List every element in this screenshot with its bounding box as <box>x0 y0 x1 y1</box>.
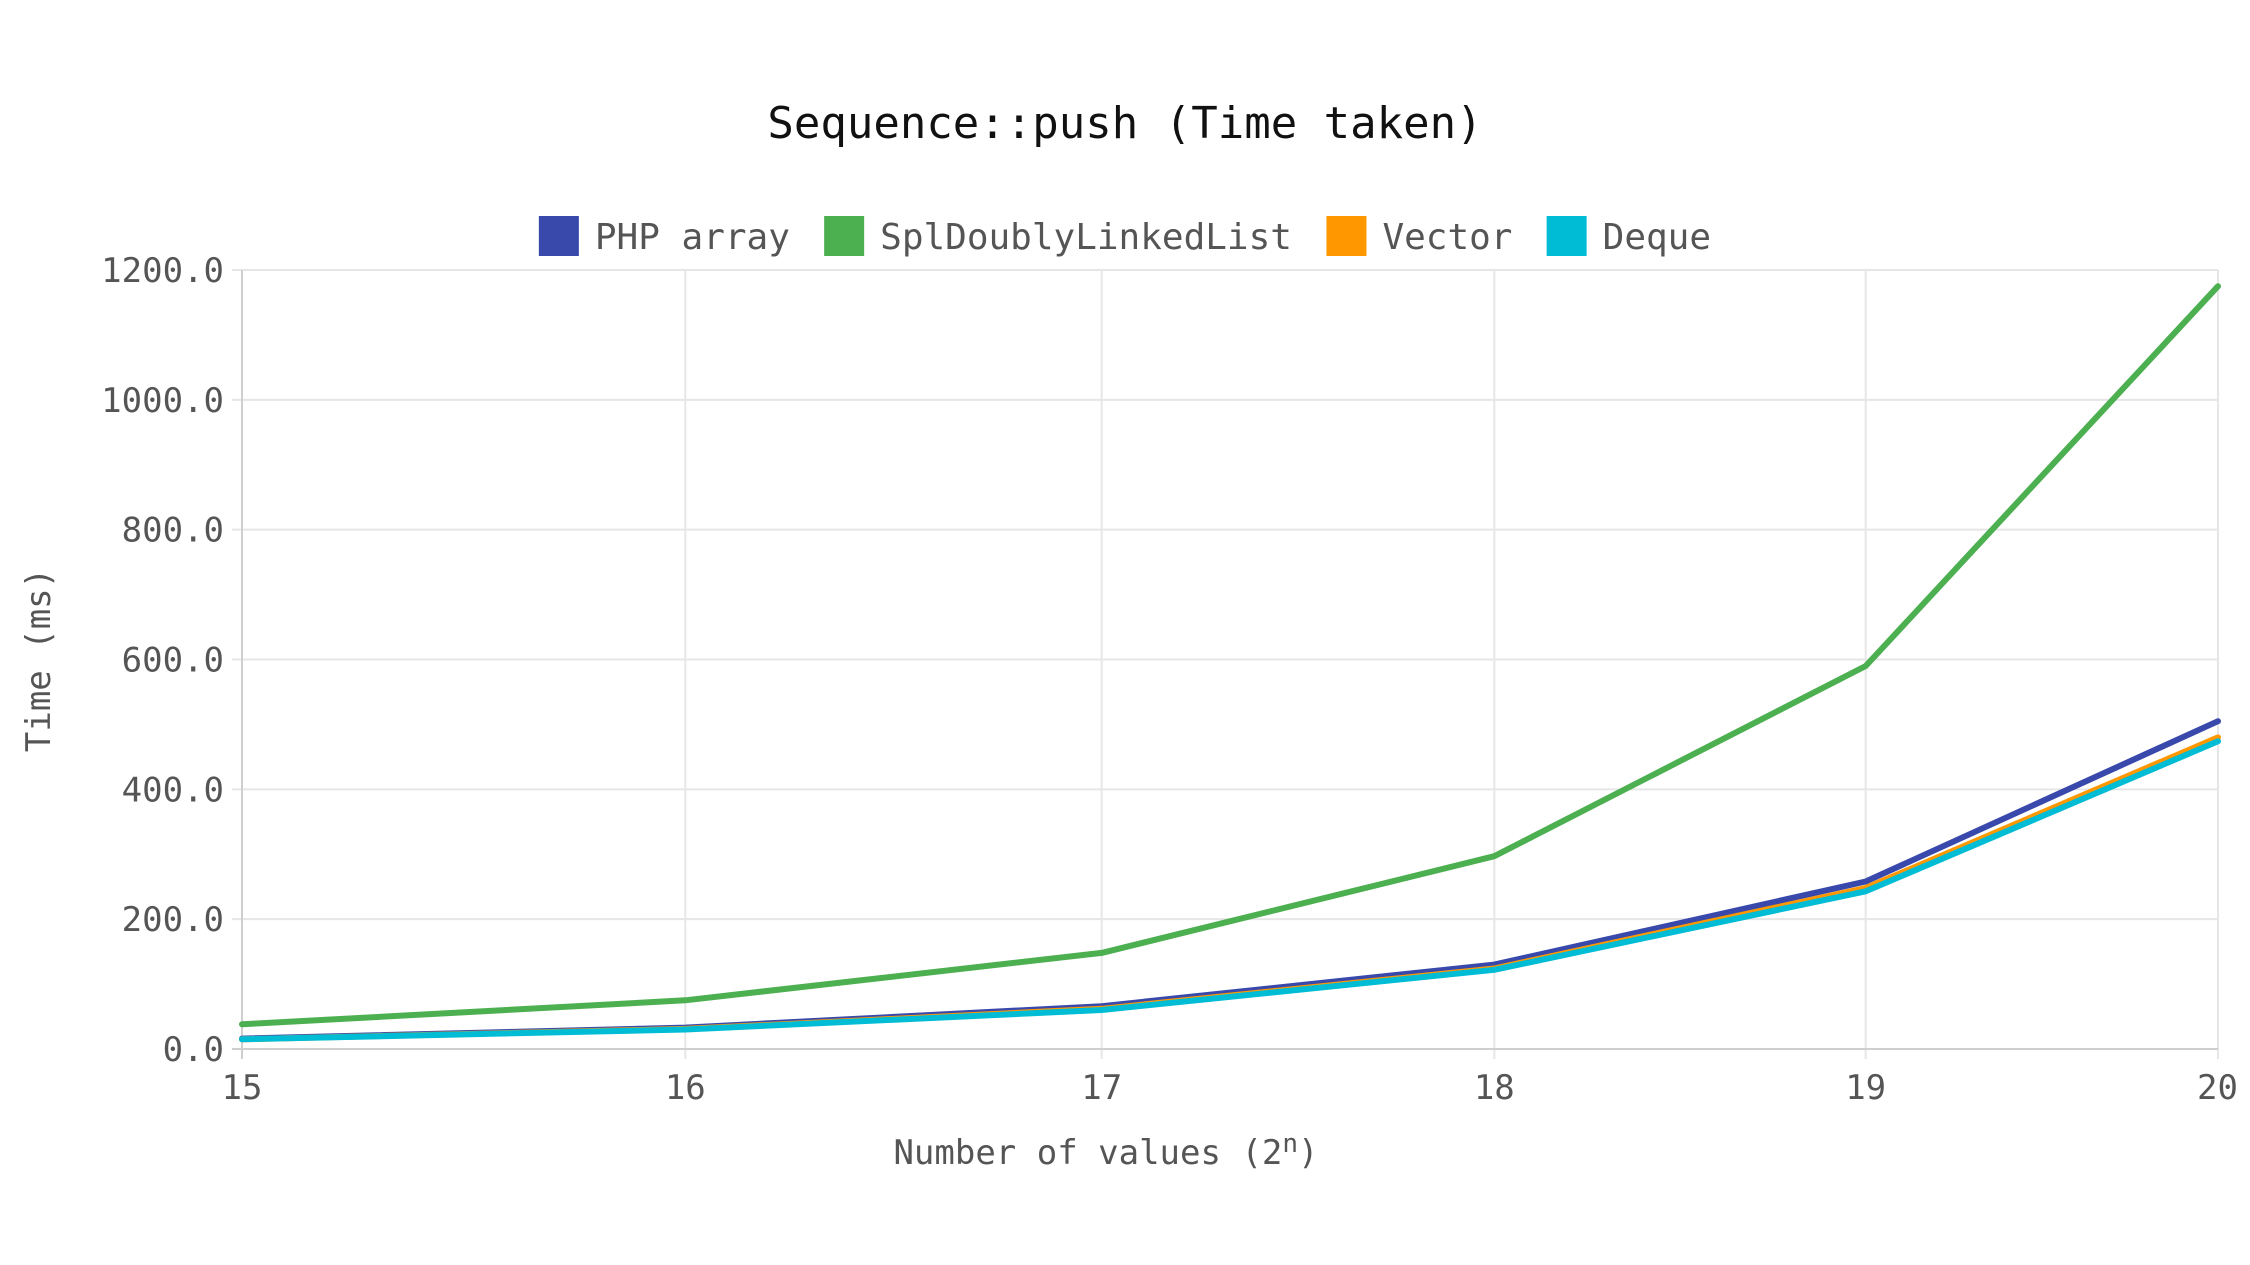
legend-label: Deque <box>1603 217 1711 258</box>
legend-item-spldoublylinkedlist[interactable]: SplDoublyLinkedList <box>824 216 1292 258</box>
x-axis-label-close: ) <box>1298 1133 1318 1173</box>
legend-item-deque[interactable]: Deque <box>1546 216 1711 258</box>
series-lines <box>239 283 2221 1043</box>
legend-item-php-array[interactable]: PHP array <box>538 216 790 258</box>
y-tick-label: 1200.0 <box>101 251 224 291</box>
x-axis-label: Number of values (2n) <box>893 1129 1318 1173</box>
series-line-php-array <box>239 718 2221 1042</box>
x-tick-label: 15 <box>222 1068 263 1108</box>
chart-title: Sequence::push (Time taken) <box>767 98 1482 149</box>
axes <box>232 270 2218 1059</box>
x-axis-ticks: 15 16 17 18 19 20 <box>222 1068 2238 1108</box>
y-tick-label: 600.0 <box>122 641 224 681</box>
x-axis-label-superscript: n <box>1282 1129 1298 1159</box>
legend: PHP array SplDoublyLinkedList Vector Deque <box>538 216 1711 258</box>
grid <box>232 269 2219 1059</box>
series-line-deque <box>239 738 2221 1043</box>
legend-label: SplDoublyLinkedList <box>880 217 1292 258</box>
x-tick-label: 18 <box>1474 1068 1515 1108</box>
legend-label: Vector <box>1382 217 1512 258</box>
y-axis-label: Time (ms) <box>19 568 59 752</box>
y-axis-ticks: 0.0 200.0 400.0 600.0 800.0 1000.0 1200.0 <box>101 251 224 1070</box>
legend-label: PHP array <box>595 217 790 258</box>
y-tick-label: 400.0 <box>122 770 224 810</box>
legend-swatch <box>538 216 579 256</box>
legend-item-vector[interactable]: Vector <box>1326 216 1512 258</box>
legend-swatch <box>1546 216 1587 256</box>
x-tick-label: 16 <box>665 1068 706 1108</box>
y-tick-label: 800.0 <box>122 511 224 551</box>
x-tick-label: 19 <box>1845 1068 1886 1108</box>
legend-swatch <box>824 216 865 256</box>
y-tick-label: 1000.0 <box>101 381 224 421</box>
series-line-spldoublylinkedlist <box>239 283 2221 1028</box>
x-tick-label: 17 <box>1081 1068 1122 1108</box>
y-tick-label: 200.0 <box>122 900 224 940</box>
y-tick-label: 0.0 <box>163 1030 224 1070</box>
x-axis-label-main: Number of values (2 <box>893 1133 1282 1173</box>
x-tick-label: 20 <box>2197 1068 2238 1108</box>
legend-swatch <box>1326 216 1367 256</box>
